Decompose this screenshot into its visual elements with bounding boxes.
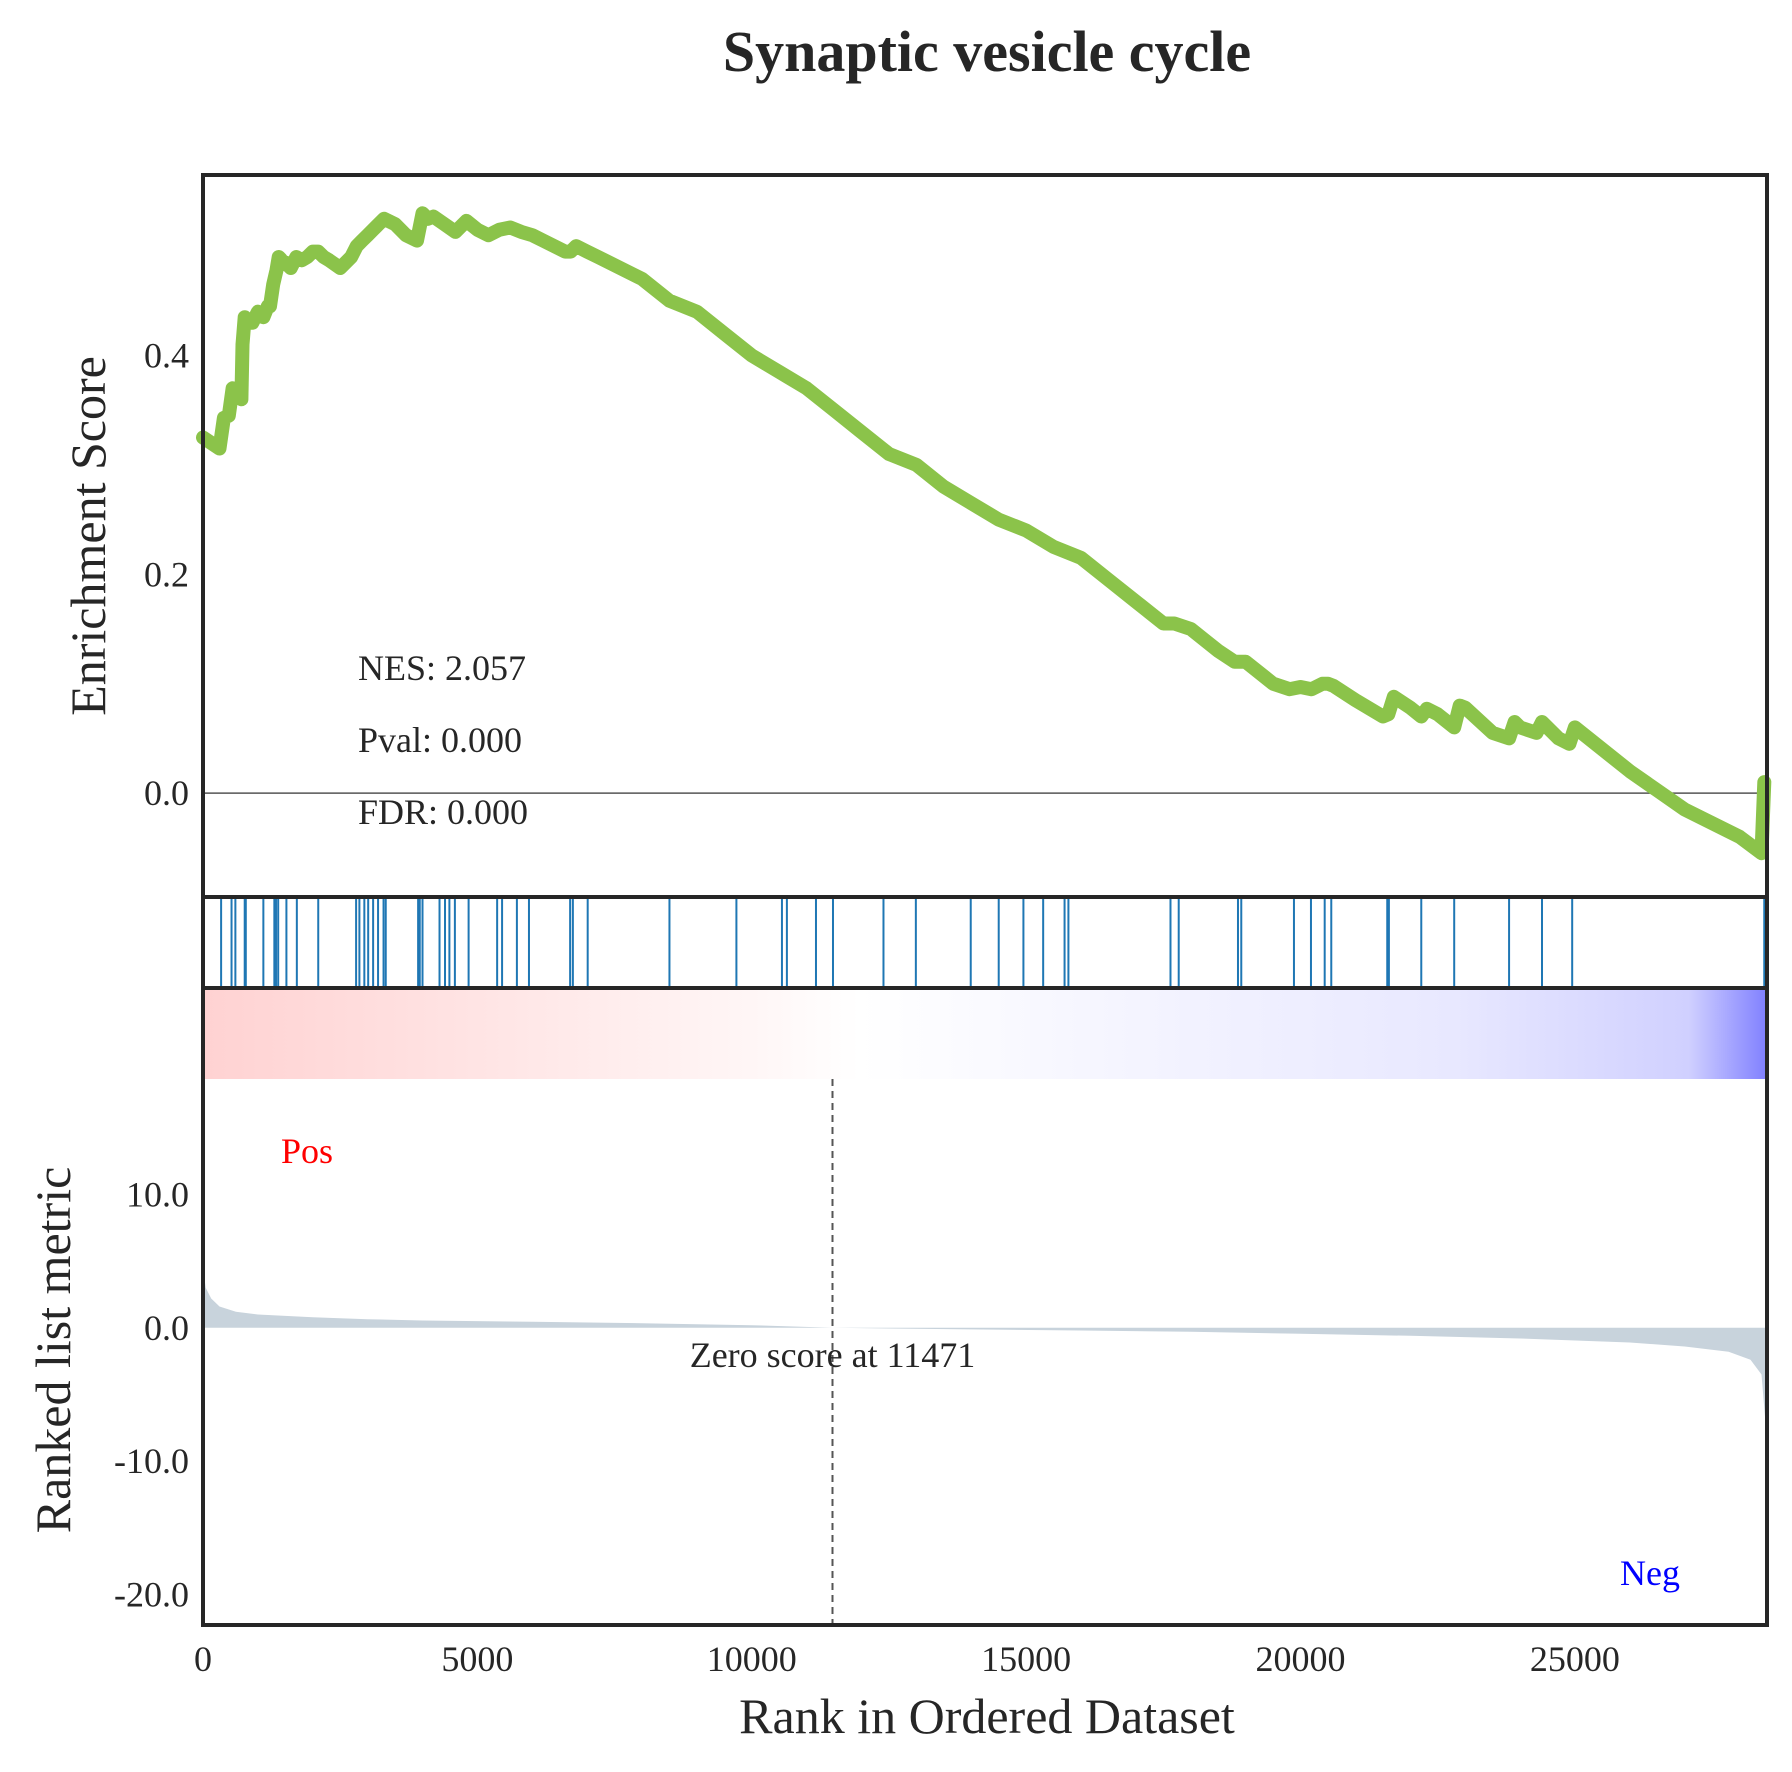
- zero-score-label: Zero score at 11471: [690, 1335, 976, 1375]
- rank-panel-frame: [201, 986, 1769, 1627]
- es-y-tick-label: 0.0: [144, 773, 189, 813]
- x-tick-label: 25000: [1530, 1639, 1620, 1679]
- rank-y-tick-label: -20.0: [114, 1574, 189, 1614]
- hits-panel-frame: [201, 895, 1769, 990]
- es-panel-frame: [201, 173, 1769, 899]
- rank-y-tick-label: -10.0: [114, 1441, 189, 1481]
- rank-y-tick-label: 0.0: [144, 1308, 189, 1348]
- hit-lines: [220, 899, 1766, 986]
- gene-hits-panel: [201, 895, 1769, 990]
- es-y-tick-label: 0.4: [144, 336, 189, 376]
- nes-stat-label: NES: 2.057: [358, 648, 526, 688]
- enrichment-score-panel: 0.0 0.2 0.4 NES: 2.057 Pval: 0.000 FDR: 0.…: [60, 173, 1772, 899]
- ranked-metric-area: [203, 1267, 1767, 1442]
- rank-x-ticks: 0 5000 10000 15000 20000 25000: [194, 1639, 1620, 1679]
- pos-label: Pos: [281, 1131, 333, 1171]
- rank-y-ticks: 10.0 0.0 -10.0 -20.0: [114, 1175, 189, 1615]
- x-tick-label: 0: [194, 1639, 212, 1679]
- chart-title: Synaptic vesicle cycle: [723, 19, 1251, 84]
- es-y-ticks: 0.0 0.2 0.4: [144, 336, 189, 814]
- fdr-stat-label: FDR: 0.000: [358, 792, 528, 832]
- es-y-tick-label: 0.2: [144, 554, 189, 594]
- rank-y-tick-label: 10.0: [126, 1175, 189, 1215]
- x-axis-label: Rank in Ordered Dataset: [739, 1688, 1235, 1744]
- x-tick-label: 5000: [441, 1639, 513, 1679]
- x-tick-label: 10000: [707, 1639, 797, 1679]
- neg-label: Neg: [1620, 1553, 1680, 1593]
- rank-y-axis-label: Ranked list metric: [25, 1167, 81, 1534]
- enrichment-score-line: [196, 206, 1772, 861]
- es-y-axis-label: Enrichment Score: [60, 356, 116, 716]
- x-tick-label: 20000: [1256, 1639, 1346, 1679]
- x-tick-label: 15000: [981, 1639, 1071, 1679]
- pval-stat-label: Pval: 0.000: [358, 720, 522, 760]
- ranked-metric-panel: Zero score at 11471 Pos Neg 10.0 0.0 -10.0…: [25, 986, 1769, 1744]
- rank-color-bar: [203, 988, 1767, 1079]
